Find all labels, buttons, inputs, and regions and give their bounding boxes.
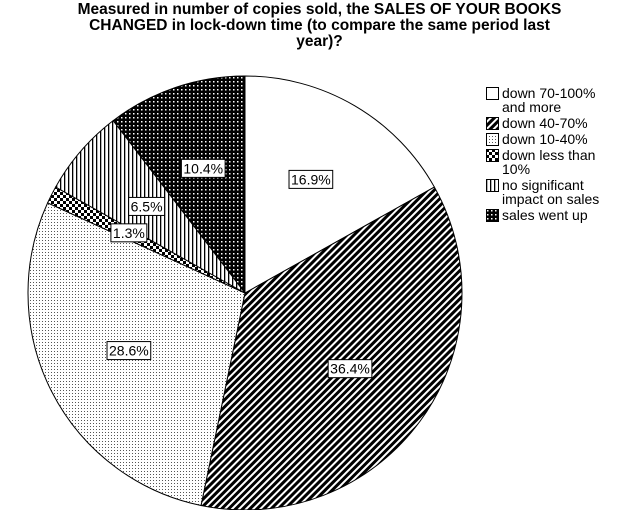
legend-label: down 10-40% xyxy=(502,131,588,147)
label-box xyxy=(106,341,152,361)
data-label: 36.4% xyxy=(327,359,373,379)
legend-label: down 70-100% and more xyxy=(502,85,596,115)
legend: down 70-100% and more down 40-70% down 10-… xyxy=(486,86,636,224)
swatch xyxy=(486,133,499,146)
pie-slice xyxy=(112,75,246,295)
value-label: 6.5% xyxy=(131,198,163,214)
label-box xyxy=(110,223,148,243)
legend-item: no significant impact on sales xyxy=(486,178,636,206)
data-label: 28.6% xyxy=(106,341,152,361)
label-box xyxy=(327,359,373,379)
data-label: 10.4% xyxy=(180,158,226,178)
data-label: 16.9% xyxy=(288,169,334,189)
legend-swatch xyxy=(486,209,499,222)
pie-slice xyxy=(244,75,436,294)
legend-label: no significant impact on sales xyxy=(502,177,600,207)
swatch xyxy=(486,209,499,222)
title-line: Measured in number of copies sold, the S… xyxy=(77,1,562,18)
legend-label: sales went up xyxy=(502,207,588,223)
legend-item: down 70-100% and more xyxy=(486,86,636,114)
label-box xyxy=(288,169,334,189)
legend-item: down 10-40% xyxy=(486,132,636,146)
swatch xyxy=(486,149,499,162)
legend-swatch xyxy=(486,117,499,130)
label-box xyxy=(180,158,226,178)
swatch xyxy=(486,117,499,130)
title-line: year)? xyxy=(296,33,343,50)
chart-title: Measured in number of copies sold, the S… xyxy=(0,2,639,50)
legend-label: down 40-70% xyxy=(502,115,588,131)
label-box xyxy=(128,196,166,216)
legend-item: down less than 10% xyxy=(486,148,636,176)
legend-swatch xyxy=(486,133,499,146)
legend-label: down less than 10% xyxy=(502,147,596,177)
value-label: 36.4% xyxy=(330,361,370,377)
legend-swatch xyxy=(486,179,499,192)
pie-slice xyxy=(200,186,463,510)
legend-swatch xyxy=(486,87,499,100)
value-label: 16.9% xyxy=(291,171,331,187)
data-label: 6.5% xyxy=(128,196,166,216)
swatch xyxy=(486,87,499,100)
title-line: CHANGED in lock-down time (to compare th… xyxy=(89,17,550,34)
value-label: 10.4% xyxy=(183,160,223,176)
legend-item: down 40-70% xyxy=(486,116,636,130)
legend-item: sales went up xyxy=(486,208,636,222)
value-label: 1.3% xyxy=(113,225,145,241)
value-label: 28.6% xyxy=(109,343,149,359)
legend-swatch xyxy=(486,149,499,162)
swatch xyxy=(486,179,499,192)
data-label: 1.3% xyxy=(110,223,148,243)
